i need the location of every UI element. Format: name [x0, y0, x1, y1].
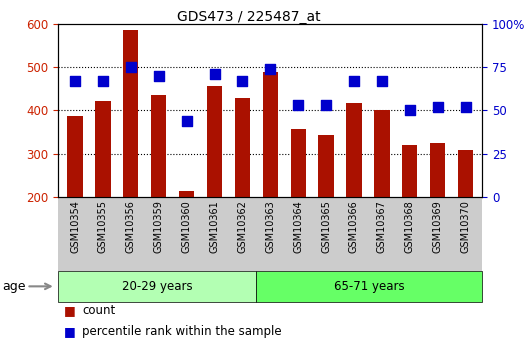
Bar [67, 116, 83, 197]
Bar [123, 30, 138, 197]
Point [461, 104, 470, 110]
Point [210, 71, 219, 77]
Bar [402, 145, 418, 197]
Bar [235, 98, 250, 197]
Text: GSM10361: GSM10361 [209, 200, 219, 253]
Text: GSM10359: GSM10359 [154, 200, 164, 253]
Text: GSM10369: GSM10369 [432, 200, 443, 253]
Text: GSM10365: GSM10365 [321, 200, 331, 253]
Point [71, 78, 80, 84]
Bar [179, 191, 195, 197]
Bar [263, 72, 278, 197]
Bar [58, 271, 256, 302]
Text: percentile rank within the sample: percentile rank within the sample [82, 325, 282, 338]
Text: GSM10355: GSM10355 [98, 200, 108, 253]
Bar [290, 129, 306, 197]
Text: GSM10370: GSM10370 [461, 200, 471, 253]
Text: GSM10367: GSM10367 [377, 200, 387, 253]
Point [238, 78, 246, 84]
Point [182, 118, 191, 124]
Text: 65-71 years: 65-71 years [334, 280, 404, 293]
Text: GSM10356: GSM10356 [126, 200, 136, 253]
Text: GSM10362: GSM10362 [237, 200, 248, 253]
Point [322, 102, 330, 108]
Point [127, 65, 135, 70]
Point [294, 102, 303, 108]
Text: GSM10363: GSM10363 [266, 200, 275, 253]
Text: age: age [3, 280, 26, 293]
Bar [346, 103, 361, 197]
Bar [458, 150, 473, 197]
Bar [374, 110, 390, 197]
Point [154, 73, 163, 79]
Text: GDS473 / 225487_at: GDS473 / 225487_at [178, 10, 321, 24]
Bar [207, 86, 222, 197]
Point [405, 108, 414, 113]
Text: GSM10364: GSM10364 [293, 200, 303, 253]
Bar [95, 101, 111, 197]
Text: GSM10354: GSM10354 [70, 200, 80, 253]
Bar [319, 135, 334, 197]
Bar [430, 143, 445, 197]
Text: count: count [82, 304, 116, 317]
Text: GSM10366: GSM10366 [349, 200, 359, 253]
Text: GSM10368: GSM10368 [405, 200, 415, 253]
Text: ■: ■ [64, 325, 75, 338]
Text: ■: ■ [64, 304, 75, 317]
Point [350, 78, 358, 84]
Point [434, 104, 442, 110]
Point [266, 66, 275, 72]
Bar [256, 271, 482, 302]
Text: 20-29 years: 20-29 years [122, 280, 192, 293]
Text: GSM10360: GSM10360 [182, 200, 192, 253]
Point [378, 78, 386, 84]
Point [99, 78, 107, 84]
Bar [151, 95, 166, 197]
